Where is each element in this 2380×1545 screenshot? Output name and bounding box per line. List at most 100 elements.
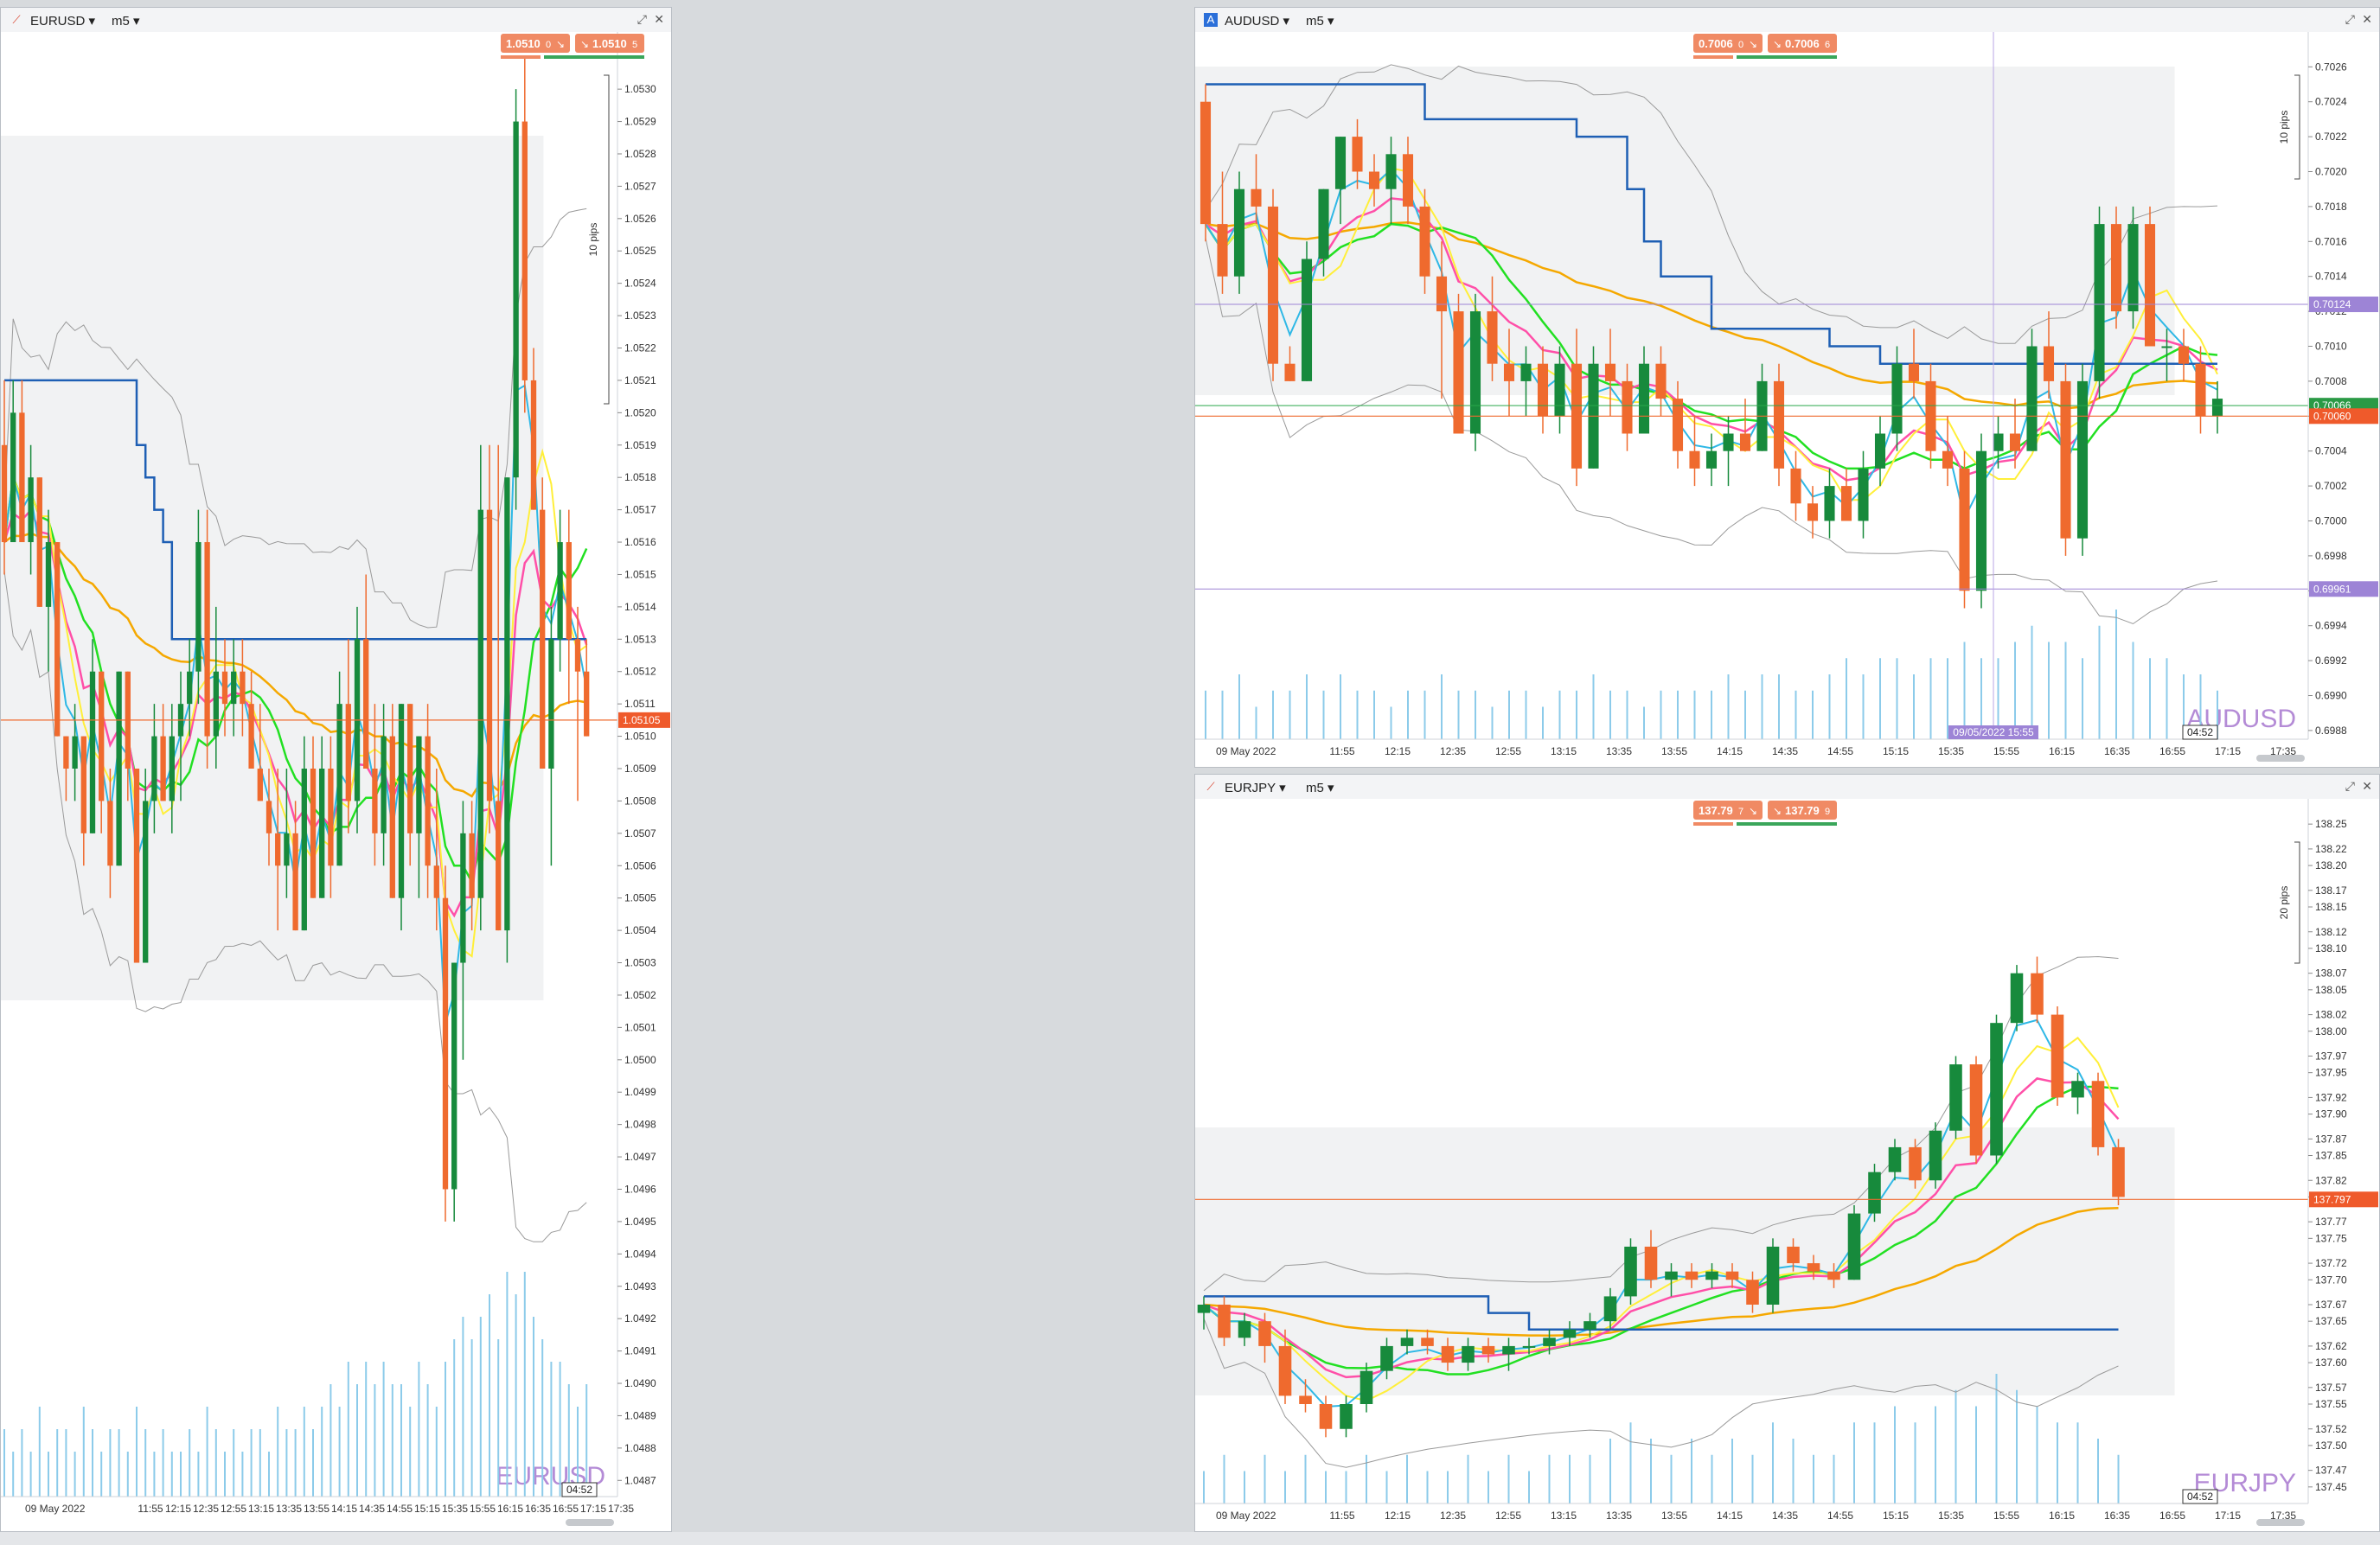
candle-body [1233,188,1245,277]
sell-button[interactable] [501,34,570,53]
candle-body [336,704,342,866]
x-tick-label: 13:15 [1551,1510,1577,1522]
close-icon[interactable]: ✕ [654,12,664,26]
symbol-selector[interactable]: EURUSD ▾ [30,14,96,29]
audusd-chart-panel[interactable]: A AUDUSD ▾ m5 ▾ ⤢ ✕ AUDUSD 0.6988 0.6990 0.… [1194,7,2380,768]
candle-body [1502,1345,1515,1355]
buy-button[interactable] [1768,801,1837,820]
fast-moving-average-line [1203,1085,2119,1376]
x-tick-label: 12:15 [1385,745,1411,757]
audusd-panel-header: A AUDUSD ▾ m5 ▾ ⤢ ✕ [1195,8,2379,33]
candle-body [1840,486,1852,521]
x-tick-label: 17:35 [608,1503,634,1515]
x-date-label: 09 May 2022 [1216,1510,1276,1522]
candle-body [1462,1345,1475,1363]
y-tick-label: 1.0507 [624,827,656,840]
eurjpy-chart[interactable]: EURJPY 137.45137.47137.50137.52137.55137.… [1195,799,2379,1531]
candle-body [1503,363,1515,381]
x-tick-label: 15:55 [1993,745,2019,757]
y-tick-label: 137.72 [2315,1257,2347,1269]
horizontal-scrollbar[interactable] [566,1519,614,1526]
candle-body [2051,1014,2064,1098]
y-tick-label: 0.7024 [2315,96,2347,108]
buy-button[interactable] [1768,34,1837,53]
y-tick-label: 137.92 [2315,1091,2347,1103]
y-tick-label: 138.07 [2315,967,2347,980]
candle-body [1888,1146,1902,1172]
bollinger-lower-line [1203,1318,2119,1468]
timeframe-selector[interactable]: m5 ▾ [112,14,140,29]
pip-range-label: 10 pips [587,223,599,257]
x-tick-label: 12:15 [165,1503,191,1515]
sell-button[interactable] [1693,34,1763,53]
chart-type-icon[interactable]: ⟋ [12,13,21,26]
timeframe-selector[interactable]: m5 ▾ [1306,781,1334,795]
candle-body [10,412,16,543]
eurusd-chart[interactable]: EURUSD 1.04871.04881.04891.04901.04911.04… [1,32,671,1531]
candle-body [275,833,281,866]
y-tick-label: 1.0494 [624,1248,656,1260]
candle-body [1400,1338,1414,1346]
y-tick-label: 137.57 [2315,1382,2347,1394]
trade-buttons: 137.79 7 ↘ ↘ 137.79 9 [1693,801,1837,826]
timeframe-selector[interactable]: m5 ▾ [1306,14,1334,29]
detach-icon[interactable]: ⤢ [637,12,647,26]
y-tick-label: 0.7018 [2315,201,2347,213]
candle-body [1705,450,1718,469]
candle-body [133,769,140,963]
y-tick-label: 1.0509 [624,763,656,775]
candle-body [1858,468,1869,521]
horizontal-scrollbar[interactable] [2256,755,2305,762]
x-tick-label: 14:35 [359,1503,385,1515]
y-tick-label: 137.50 [2315,1440,2347,1452]
x-tick-label: 14:15 [1717,1510,1743,1522]
buy-spread-bar [1737,55,1837,59]
x-tick-label: 16:35 [2104,1510,2130,1522]
candle-body [19,412,25,543]
y-axis-area [2308,32,2379,739]
candle-body [1787,1246,1800,1264]
y-tick-label: 1.0526 [624,213,656,225]
symbol-selector[interactable]: EURJPY ▾ [1225,781,1286,795]
buy-button[interactable] [575,34,644,53]
candle-body [1487,311,1498,364]
candle-body [1385,154,1397,189]
candle-body [1909,1146,1922,1181]
x-tick-label: 15:35 [442,1503,468,1515]
chart-type-icon[interactable]: ⟋ [1206,780,1215,793]
x-tick-label: 14:15 [331,1503,357,1515]
candle-body [381,736,387,833]
symbol-selector[interactable]: AUDUSD ▾ [1225,14,1290,29]
x-tick-label: 14:55 [1827,745,1853,757]
candle-body [416,736,422,833]
candle-body [2127,224,2139,312]
y-tick-label: 0.6988 [2315,725,2347,737]
candle-body [257,769,263,801]
eurjpy-chart-panel[interactable]: ⟋ EURJPY ▾ m5 ▾ ⤢ ✕ EURJPY 137.45 137.47 13… [1194,774,2380,1532]
pip-range-ruler [2294,841,2300,964]
close-icon[interactable]: ✕ [2362,779,2372,793]
candle-body [425,736,431,866]
x-tick-label: 13:35 [1606,1510,1632,1522]
y-tick-label: 0.7010 [2315,341,2347,353]
y-tick-label: 1.0487 [624,1474,656,1486]
sell-button[interactable] [1693,801,1763,820]
candle-body [363,639,369,769]
eurusd-chart-panel[interactable]: ⟋ EURUSD ▾ m5 ▾ ⤢ ✕ EURUSD 1.0487 1.0488 1.… [0,7,672,1532]
x-tick-label: 17:15 [580,1503,606,1515]
horizontal-scrollbar[interactable] [2256,1519,2305,1526]
detach-icon[interactable]: ⤢ [2345,12,2355,26]
chart-type-icon[interactable]: A [1204,13,1218,27]
y-tick-label: 0.7020 [2315,166,2347,178]
candle-body [557,542,563,640]
close-icon[interactable]: ✕ [2362,12,2372,26]
candle-body [310,769,317,898]
detach-icon[interactable]: ⤢ [2345,779,2355,793]
y-tick-label: 1.0528 [624,148,656,160]
x-tick-label: 16:55 [2159,1510,2185,1522]
y-tick-label: 137.60 [2315,1357,2347,1369]
current-price-tag-bg [2309,1191,2378,1208]
audusd-chart[interactable]: AUDUSD0.69880.69900.69920.69940.69960.69… [1195,32,2379,767]
y-tick-label: 0.7004 [2315,445,2347,457]
x-axis-area [1195,1504,2379,1531]
